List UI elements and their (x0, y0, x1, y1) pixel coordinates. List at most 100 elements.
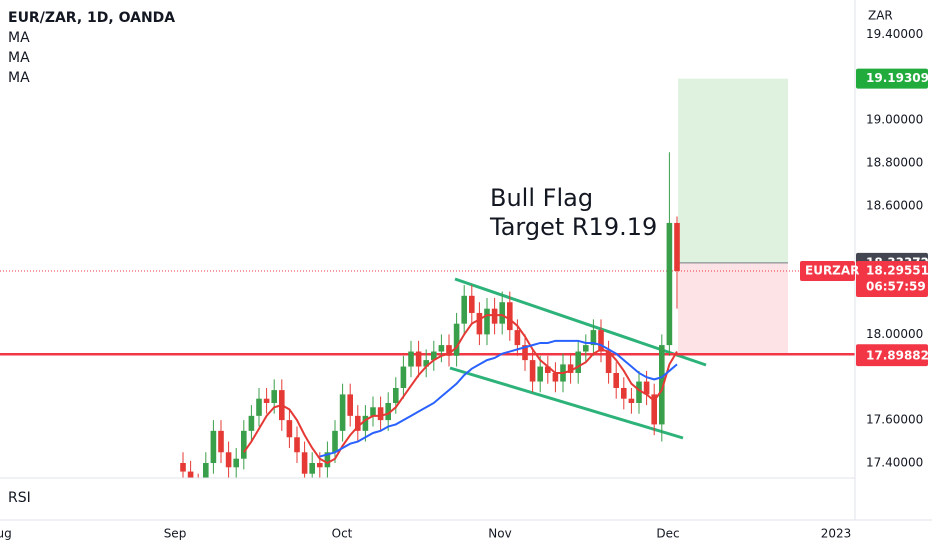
pane-label: RSI (8, 490, 31, 506)
x-tick-label: Dec (656, 527, 679, 541)
candle-body (294, 437, 300, 453)
target-zone (678, 78, 788, 263)
candle-body (666, 222, 673, 346)
candle-body (309, 462, 315, 474)
candle-body (203, 462, 209, 478)
y-tick-label: 18.80000 (866, 155, 923, 169)
price-tag (856, 68, 928, 89)
annotation: Bull Flag (490, 184, 593, 212)
candle-body (415, 351, 422, 367)
candle-body (187, 471, 194, 478)
x-tick-label: Sep (164, 527, 187, 541)
candle-body (362, 415, 369, 431)
x-tick-label: Nov (488, 527, 511, 541)
candle-body (256, 398, 262, 416)
candle-body (377, 407, 384, 421)
candle-body (643, 381, 650, 395)
candle-body (431, 351, 437, 361)
stop-zone (678, 262, 788, 355)
x-tick-label: 2023 (821, 527, 852, 541)
candle-body (438, 345, 445, 352)
candle-body (393, 387, 399, 403)
candle-body (370, 407, 376, 416)
candle-body (491, 308, 498, 324)
candle-body (446, 345, 452, 356)
candle-body (385, 402, 391, 421)
candle-body (347, 394, 353, 416)
candle-body (453, 323, 460, 356)
candle-body (332, 430, 338, 453)
candle-body (271, 390, 277, 403)
candle-body (218, 430, 224, 453)
candle-body (636, 381, 642, 403)
candle-body (408, 351, 414, 367)
candle-body (225, 452, 232, 468)
candle-body (241, 430, 247, 459)
candle-body (476, 312, 483, 335)
candle-body (499, 302, 505, 324)
x-tick-label: Aug (0, 527, 12, 541)
axis-label: ZAR (868, 9, 893, 23)
countdown-label: 06:57:59 (866, 280, 926, 294)
y-tick-label: 17.40000 (866, 455, 923, 469)
x-tick-label: Oct (332, 527, 353, 541)
candle-body (514, 330, 521, 346)
candle-body (301, 452, 308, 474)
candle-body (628, 398, 635, 403)
candle-body (210, 430, 217, 463)
candle-body (651, 394, 657, 425)
candle-body (400, 366, 407, 388)
candle-body (339, 394, 346, 431)
candle-body (605, 351, 612, 373)
y-tick-label: 19.00000 (866, 113, 923, 127)
indicator-label: MA (8, 70, 30, 86)
candle-body (263, 398, 270, 403)
candle-body (552, 372, 559, 382)
candle-body (545, 366, 551, 373)
candle-body (180, 462, 186, 472)
candle-body (317, 462, 323, 468)
chart-title: EUR/ZAR, 1D, OANDA (8, 10, 175, 26)
symbol-label: EURZAR (805, 264, 859, 278)
candle-body (575, 351, 581, 373)
candle-body (583, 345, 589, 352)
candle-body (469, 295, 475, 313)
price-tag (856, 346, 928, 367)
price-tag-label: 18.29551 (866, 264, 929, 278)
candle-body (567, 364, 574, 373)
candle-body (195, 484, 201, 488)
price-tag-label: 19.19309 (866, 71, 929, 85)
candle-body (233, 458, 239, 468)
candle-body (248, 415, 255, 431)
candle-body (659, 345, 665, 425)
candle-body (529, 360, 536, 382)
y-tick-label: 17.60000 (866, 413, 923, 427)
candle-body (324, 452, 331, 468)
candle-body (613, 372, 619, 388)
candle-body (621, 387, 627, 399)
y-tick-label: 18.00000 (866, 327, 923, 341)
candle-body (507, 302, 513, 331)
price-tag (856, 261, 928, 298)
candle-body (355, 415, 361, 431)
candle-body (286, 420, 293, 438)
indicator-label: MA (8, 30, 30, 46)
y-tick-label: 18.60000 (866, 198, 923, 212)
symbol-tag (800, 261, 855, 282)
y-tick-label: 19.40000 (866, 27, 923, 41)
candle-body (598, 330, 604, 352)
indicator-label: MA (8, 50, 30, 66)
candle-body (674, 222, 680, 272)
candle-body (423, 360, 429, 367)
candle-body (590, 330, 597, 346)
candle-body (537, 366, 543, 382)
moving-average (319, 339, 678, 458)
flag-lower-line (449, 366, 684, 440)
candle-body (522, 345, 528, 361)
annotation: Target R19.19 (489, 213, 657, 241)
main-pane (0, 78, 855, 488)
candle-body (461, 295, 467, 324)
candle-body (484, 308, 490, 335)
price-tag-label: 17.89882 (866, 349, 929, 363)
